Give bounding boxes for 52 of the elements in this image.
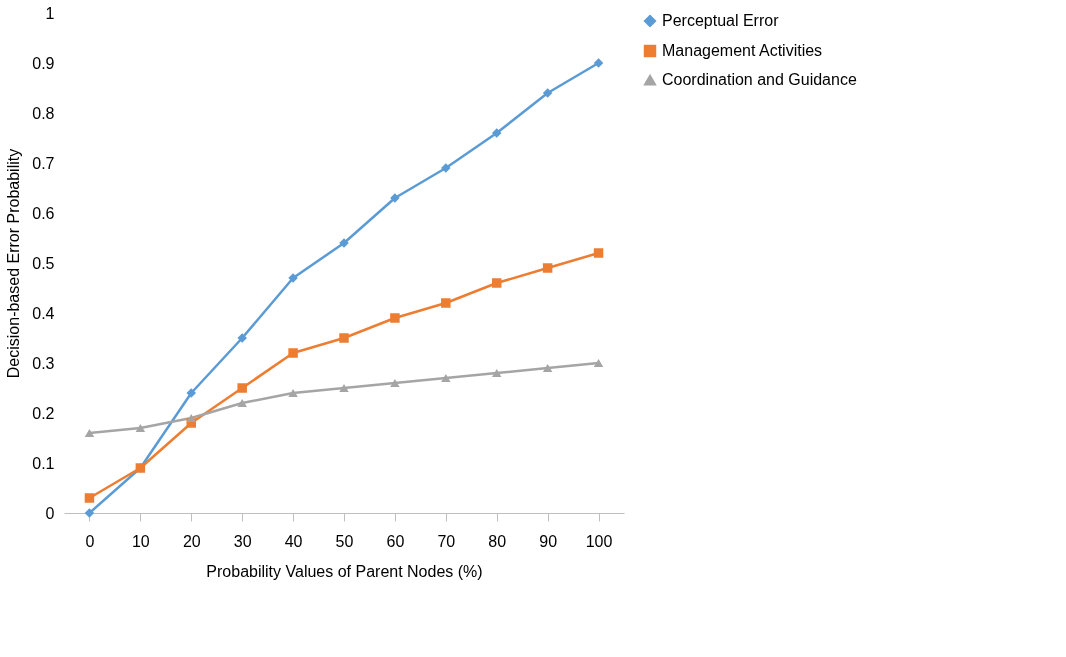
y-tick-label: 0.9 (32, 54, 55, 72)
y-tick-label: 0.8 (32, 104, 55, 122)
y-tick-label: 0.5 (32, 254, 55, 272)
point (441, 373, 451, 383)
point (593, 248, 604, 258)
point (186, 388, 197, 398)
point (593, 358, 604, 368)
y-tick-label: 0.2 (32, 404, 55, 422)
point (84, 493, 95, 503)
point (491, 278, 502, 288)
y-tick-label: 0 (45, 504, 55, 522)
point (84, 508, 95, 518)
y-tick-label: 0.7 (32, 154, 55, 172)
x-tick-label: 30 (233, 532, 252, 550)
x-tick-label: 90 (539, 532, 558, 550)
y-tick-label: 0.3 (32, 354, 55, 372)
x-axis-title: Probability Values of Parent Nodes (%) (206, 562, 483, 580)
x-tick-label: 20 (182, 532, 201, 550)
y-tick-label: 1 (45, 4, 55, 22)
point (237, 383, 247, 393)
point (390, 378, 400, 388)
x-tick-label: 80 (488, 532, 507, 550)
point (491, 368, 502, 378)
y-tick-label: 0.1 (32, 454, 55, 472)
x-tick-label: 10 (131, 532, 150, 550)
x-tick-label: 40 (284, 532, 303, 550)
point (186, 413, 197, 423)
legend-label: Coordination and Guidance (662, 71, 857, 88)
point (491, 128, 502, 138)
point (542, 263, 553, 273)
legend-label: Perceptual Error (662, 12, 780, 29)
y-axis-title: Decision-based Error Probability (5, 148, 23, 379)
x-tick-label: 0 (85, 532, 95, 550)
y-tick-label: 0.6 (32, 204, 55, 222)
point (593, 58, 604, 68)
legend-label: Management Activities (662, 42, 823, 59)
point (339, 333, 349, 343)
point (135, 423, 146, 433)
point (288, 388, 298, 398)
x-tick-label: 50 (335, 532, 354, 550)
point (339, 383, 349, 393)
point (542, 363, 553, 373)
point (441, 298, 451, 308)
point (390, 313, 400, 323)
x-tick-label: 70 (437, 532, 456, 550)
x-tick-label: 100 (585, 532, 613, 550)
point (288, 348, 298, 358)
point (237, 398, 247, 408)
x-tick-label: 60 (386, 532, 405, 550)
point (542, 88, 553, 98)
y-tick-label: 0.4 (32, 304, 55, 322)
point (84, 428, 95, 438)
